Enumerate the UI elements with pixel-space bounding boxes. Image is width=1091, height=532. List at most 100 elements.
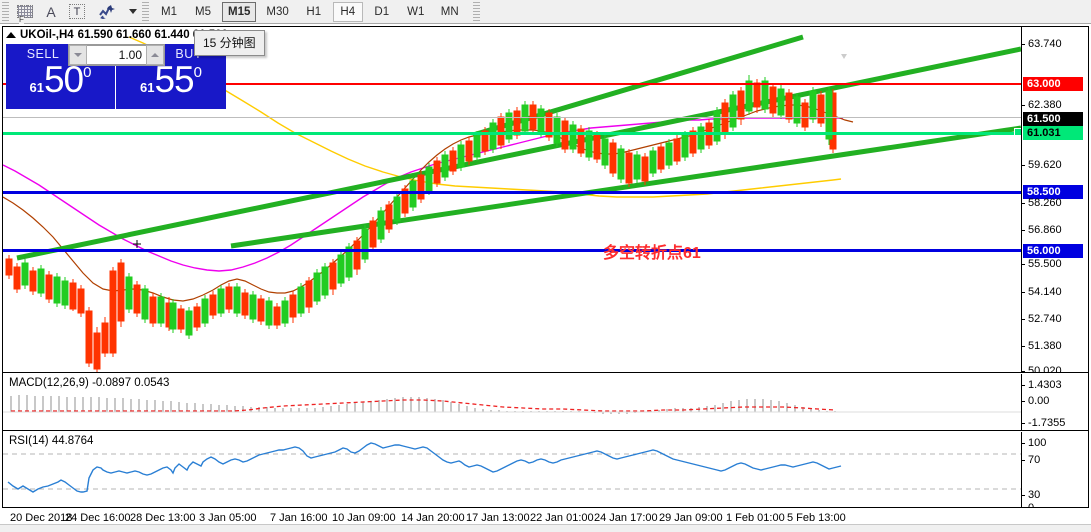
price-chip-58500: 58.500	[1023, 185, 1083, 199]
sell-price: 61 50 0	[6, 60, 115, 100]
caret-down-glyph	[128, 9, 137, 14]
time-tick-label: 29 Jan 09:00	[659, 512, 723, 524]
time-tick-label: 14 Jan 20:00	[401, 512, 465, 524]
price-tick-54140: 54.140	[1022, 286, 1062, 298]
price-tick-59620: 59.620	[1022, 159, 1062, 171]
chart-annotation-text: 多空转折点61	[603, 245, 701, 262]
chart-ohlc-values: 61.590 61.660 61.440 61.500	[77, 29, 228, 41]
sell-price-fraction: 0	[83, 64, 92, 81]
rsi-line	[7, 442, 842, 493]
chart-symbol-period: UKOil-,H4	[20, 29, 74, 41]
price-tick-50020: 50.020	[1022, 365, 1062, 372]
toolbar-separator	[142, 1, 149, 22]
timeframe-m5[interactable]: M5	[195, 5, 211, 18]
timeframe-h4[interactable]: H4	[332, 1, 363, 22]
time-tick-label: 5 Feb 13:00	[787, 512, 846, 524]
chart-header: UKOil-,H4 61.590 61.660 61.440 61.500	[6, 29, 228, 41]
macd-plot-area[interactable]	[3, 374, 1021, 430]
crosshair-marker	[133, 240, 141, 248]
text-box-glyph: T	[69, 4, 85, 19]
support-line-56000	[3, 249, 1021, 252]
macd-tick-min: -1.7355	[1022, 417, 1065, 429]
chevron-up-icon	[151, 53, 159, 57]
one-click-trading-panel[interactable]: SELL 61 50 0 BUY 61 55 0 1.00	[6, 44, 227, 109]
channel-lower-line	[230, 125, 1021, 249]
sell-label: SELL	[26, 47, 60, 61]
macd-histogram	[10, 395, 836, 414]
time-tick-label: 24 Dec 16:00	[65, 512, 131, 524]
chart-collapse-icon[interactable]	[6, 32, 16, 38]
timeframe-m30[interactable]: M30	[266, 5, 289, 18]
rsi-tick-30: 30	[1022, 489, 1040, 501]
status-bar	[0, 524, 1091, 532]
chevron-down-icon	[74, 53, 82, 57]
toolbar-separator-2	[472, 1, 480, 22]
price-chip-61031: 61.031	[1023, 126, 1083, 140]
text-label-icon[interactable]: A	[40, 2, 62, 22]
macd-axis[interactable]: 1.4303 0.00 -1.7355	[1021, 374, 1088, 430]
macd-signal-line	[11, 399, 836, 412]
rsi-title: RSI(14) 44.8764	[9, 435, 94, 447]
time-tick-label: 1 Feb 01:00	[726, 512, 785, 524]
volume-decrement-button[interactable]	[69, 45, 87, 65]
price-tick-62380: 62.380	[1022, 99, 1062, 111]
text-label-glyph: A	[46, 3, 56, 20]
timeframe-w1[interactable]: W1	[407, 5, 425, 18]
indicators-icon[interactable]	[92, 2, 122, 22]
timeframe-m1[interactable]: M1	[161, 5, 177, 18]
crosshair-f-icon[interactable]: F	[12, 2, 38, 24]
timeframe-mn[interactable]: MN	[440, 5, 459, 18]
indicators-glyph	[99, 4, 115, 19]
resistance-line-63	[3, 83, 1021, 85]
buy-price: 61 55 0	[116, 60, 226, 100]
timeframe-m15[interactable]: M15	[222, 1, 257, 22]
rsi-plot-area[interactable]	[3, 432, 1021, 507]
support-line-58500	[3, 191, 1021, 194]
sell-price-big: 50	[43, 59, 84, 100]
bid-line-61031	[3, 132, 1021, 135]
buy-price-big: 55	[154, 59, 194, 100]
time-tick-label: 20 Dec 2018	[10, 512, 73, 524]
time-tick-label: 28 Dec 13:00	[130, 512, 196, 524]
volume-increment-button[interactable]	[146, 45, 164, 65]
price-tick-58260: 58.260	[1022, 197, 1062, 209]
time-tick-label: 10 Jan 09:00	[332, 512, 396, 524]
time-tick-label: 22 Jan 01:00	[530, 512, 594, 524]
price-chip-56000: 56.000	[1023, 244, 1083, 258]
time-tick-label: 17 Jan 13:00	[466, 512, 530, 524]
volume-input[interactable]: 1.00	[87, 45, 146, 65]
object-handle-icon[interactable]	[841, 54, 847, 59]
price-axis[interactable]: 63.740 63.000 62.380 61.500 61.031 59.62…	[1021, 27, 1088, 372]
buy-price-fraction: 0	[193, 64, 202, 81]
crosshair-f-glyph: F	[19, 15, 24, 24]
text-box-icon[interactable]: T	[64, 2, 90, 22]
macd-tick-max: 1.4303	[1022, 379, 1062, 391]
macd-pane[interactable]: MACD(12,26,9) -0.0897 0.0543	[3, 374, 1088, 431]
volume-stepper[interactable]: 1.00	[68, 44, 165, 66]
sell-price-prefix: 61	[29, 80, 44, 95]
dropdown-caret-icon[interactable]	[124, 2, 138, 22]
price-tick-51380: 51.380	[1022, 340, 1062, 352]
timeframe-d1[interactable]: D1	[374, 5, 390, 18]
buy-price-prefix: 61	[140, 80, 155, 95]
rsi-axis[interactable]: 100 70 30 0	[1021, 432, 1088, 507]
rsi-pane[interactable]: RSI(14) 44.8764 100 70 30 0	[3, 432, 1088, 507]
macd-tick-zero: 0.00	[1022, 395, 1049, 407]
time-tick-label: 7 Jan 16:00	[270, 512, 328, 524]
main-toolbar: F A T M1 M5 M15 M30 H1 H4 D1 W1 MN	[0, 0, 1091, 24]
price-plot-area[interactable]: 多空转折点61	[3, 27, 1022, 372]
rsi-tick-0: 0	[1022, 502, 1034, 507]
timeframe-tooltip: 15 分钟图	[194, 30, 265, 56]
price-tick-63740: 63.740	[1022, 38, 1062, 50]
price-chip-63000: 63.000	[1023, 77, 1083, 91]
rsi-svg	[3, 442, 1021, 493]
price-tick-55500: 55.500	[1022, 258, 1062, 270]
time-tick-label: 3 Jan 05:00	[199, 512, 257, 524]
price-pane[interactable]: 多空转折点61	[3, 27, 1088, 373]
ask-line-61500	[3, 117, 1021, 118]
timeframe-h1[interactable]: H1	[306, 5, 322, 18]
rsi-tick-70: 70	[1022, 454, 1040, 466]
toolbar-grip-1[interactable]	[2, 1, 9, 22]
price-tick-52740: 52.740	[1022, 313, 1062, 325]
